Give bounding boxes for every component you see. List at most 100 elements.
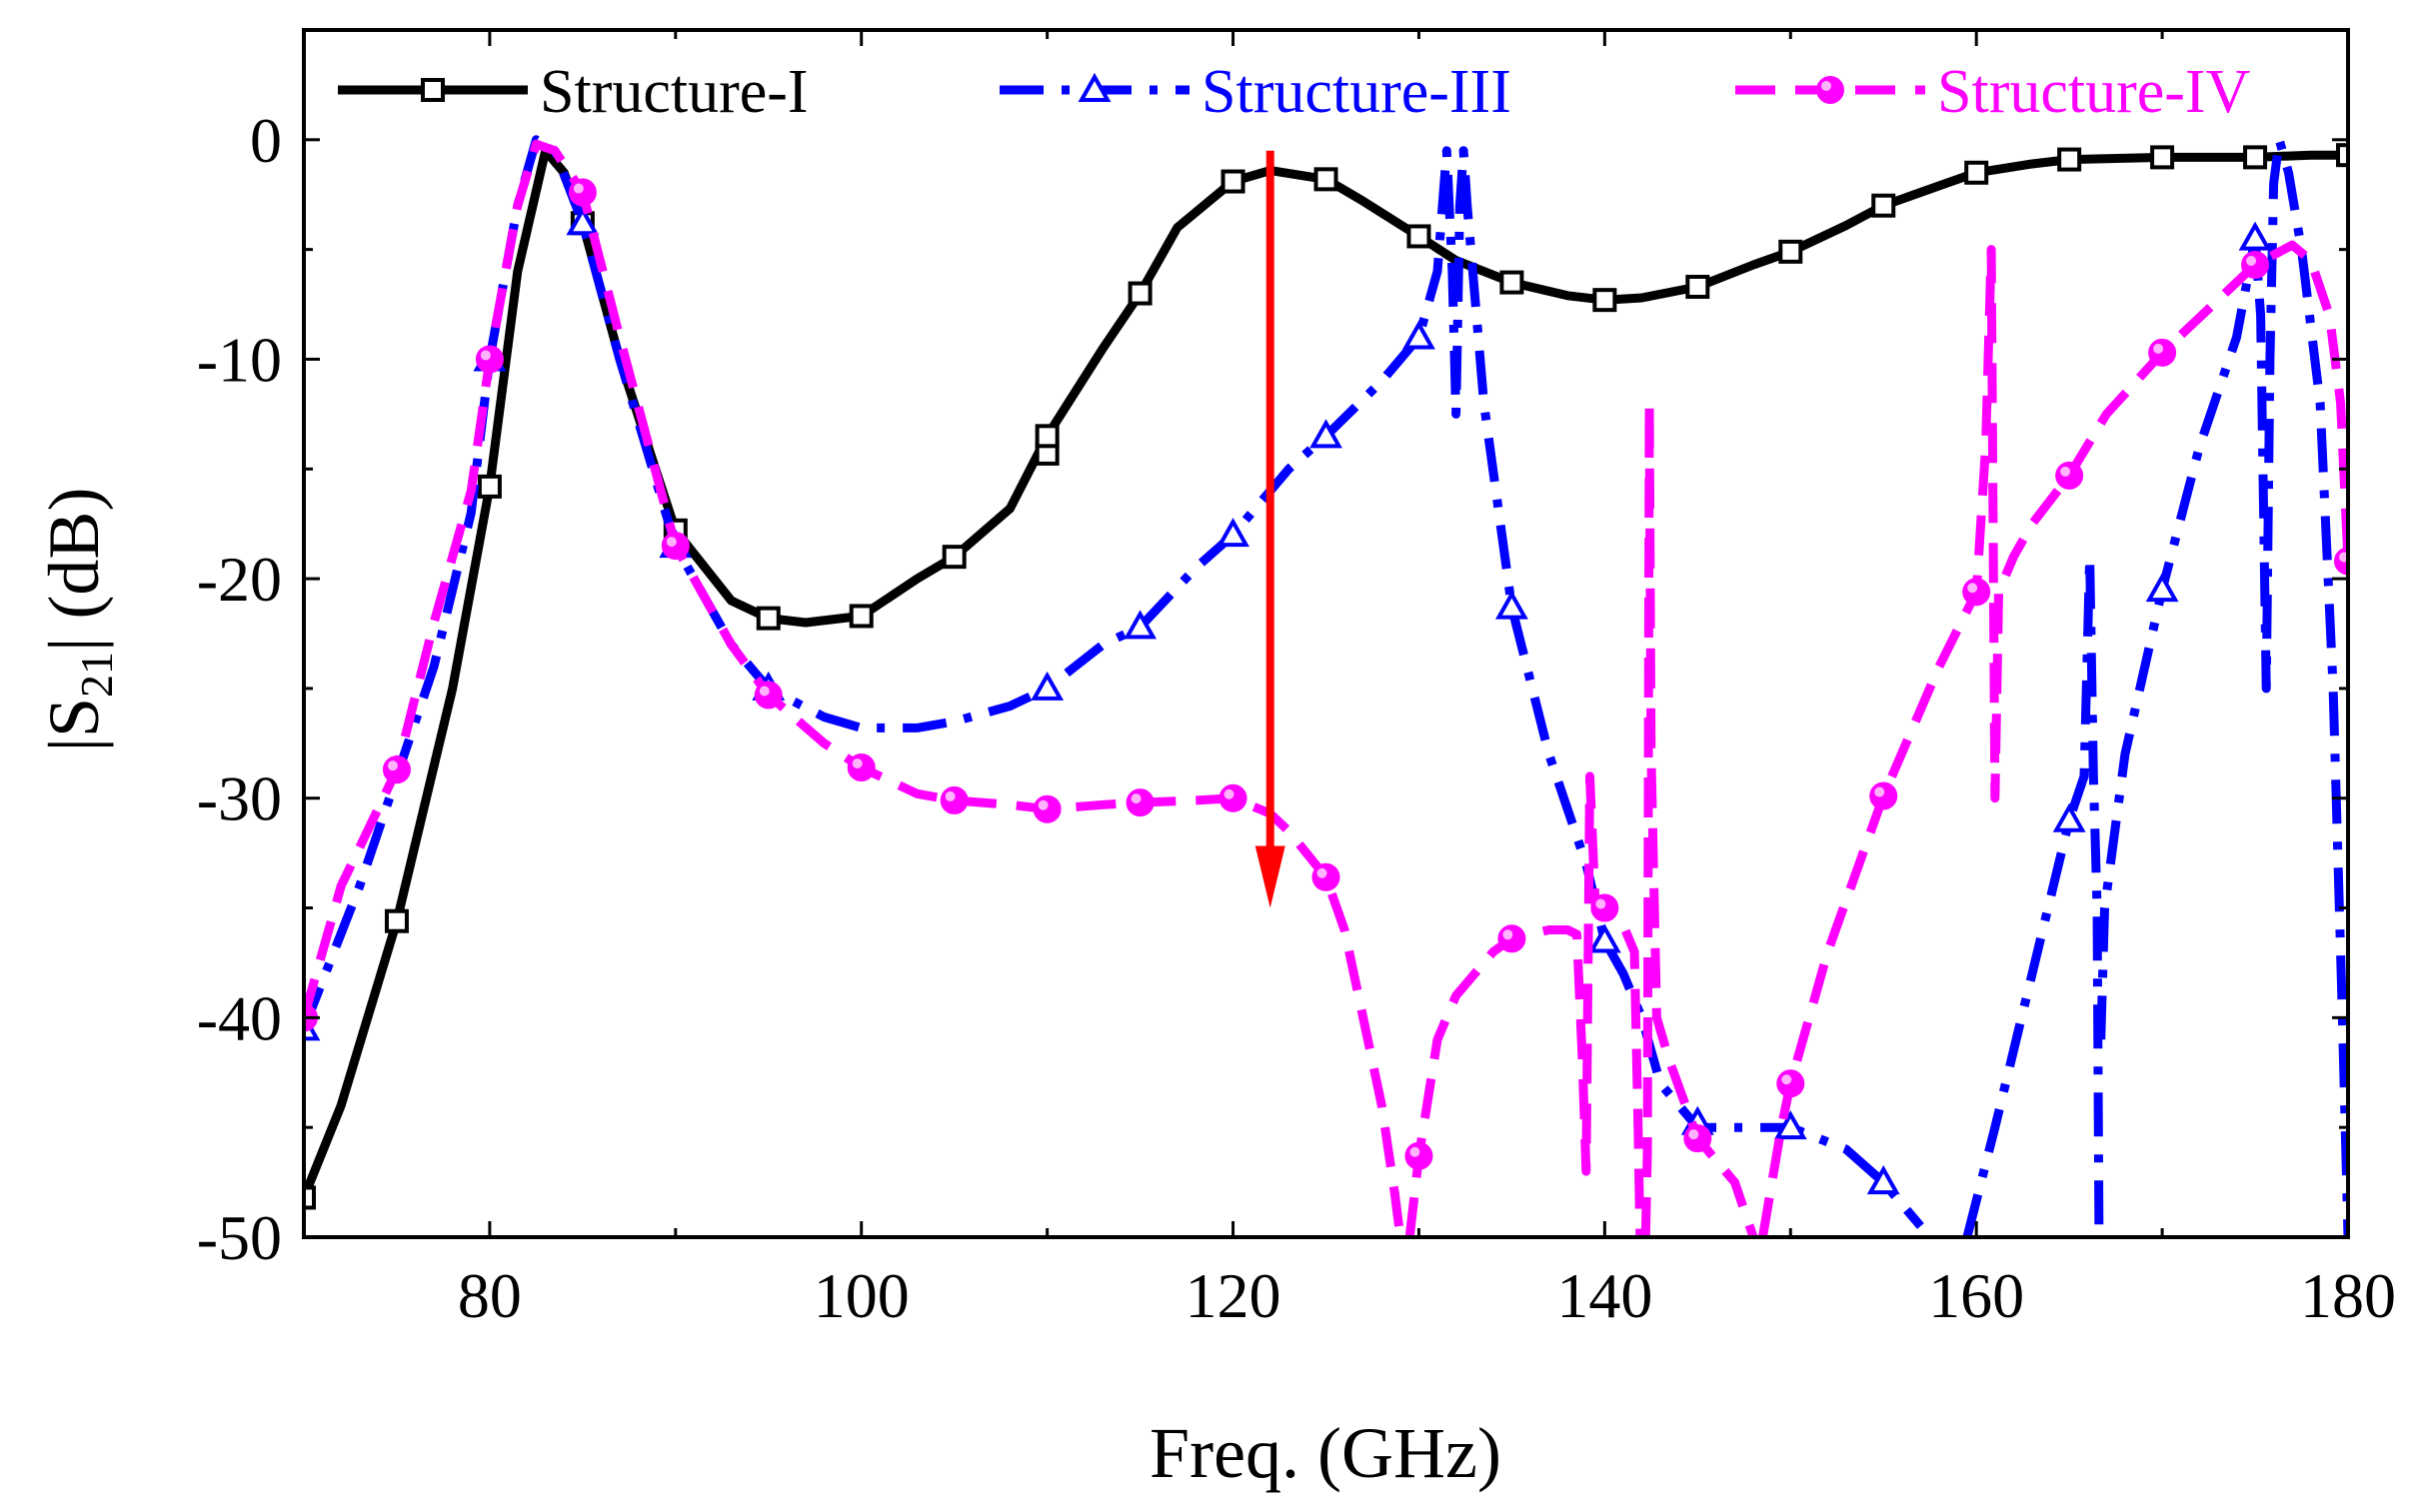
data-point [756,606,781,631]
data-point [2057,147,2082,172]
legend-swatch-marker-highlight [1821,81,1831,91]
data-point [1592,288,1617,313]
data-point [754,681,783,710]
x-tick-label: 120 [1186,1260,1281,1331]
data-point [2148,338,2177,367]
legend-swatch-marker [1078,72,1112,102]
legend-label: Structure-I [540,58,809,126]
data-point [661,532,690,561]
down-arrow [1254,150,1285,908]
legend-label: Structure-IV [1937,58,2251,126]
legend-item-structure-iv: Structure-IV [1735,58,2251,126]
data-point [1402,320,1435,350]
data-point-highlight [2246,256,2257,267]
data-point [847,753,876,781]
data-point [2055,461,2084,490]
data-point-highlight [1781,1074,1792,1085]
data-point-highlight [1502,929,1513,940]
data-point [2241,251,2270,280]
data-point [304,1185,316,1210]
legend-swatch-marker [421,78,445,102]
y-axis-title-suffix: | (dB) [34,488,114,652]
data-point [566,206,600,236]
y-axis-title: |S21| (dB) [34,488,122,753]
data-point-highlight [2060,466,2071,477]
series-structure-iii [304,135,2348,1237]
x-tick-label: 100 [814,1260,910,1331]
data-point-highlight [573,183,584,194]
legend-label: Structure-III [1202,58,1511,126]
data-point [1499,270,1524,295]
x-tick-label: 180 [2300,1260,2396,1331]
data-point [942,545,967,570]
data-point-highlight [1038,799,1049,810]
x-tick-label: 140 [1556,1260,1652,1331]
data-point-highlight [1688,1129,1699,1140]
data-point-highlight [1967,583,1978,594]
data-point [849,604,874,629]
y-tick-label: -40 [197,982,282,1053]
data-point-highlight [2153,343,2164,354]
data-point [2150,145,2175,170]
data-point-highlight [2339,552,2348,563]
series-line [304,135,1924,1229]
data-point [1406,224,1431,249]
data-point-highlight [1223,788,1234,799]
data-point [1124,610,1158,640]
x-axis-title: Freq. (GHz) [1150,1413,1501,1493]
data-point-highlight [1874,786,1885,797]
data-point [1309,419,1342,449]
legend-item-structure-iii: Structure-III [1000,58,1511,126]
data-point [1773,1110,1807,1140]
data-point [1035,424,1060,449]
y-tick-label: -50 [197,1202,282,1273]
series-line [1757,240,2348,1237]
data-point [1497,924,1526,953]
data-point [1311,862,1340,891]
arrow-head [1254,845,1285,908]
legend: Structure-I Structure-III Structure-IV [338,58,2251,126]
series-line [1962,552,2104,1237]
data-point [1590,893,1619,922]
data-point [1128,281,1153,306]
data-point [1866,1165,1900,1195]
axes-layer: 80 100 120 140 160 180 0 -10 -20 -30 -40 -50 [197,28,2396,1331]
data-point [2052,802,2086,832]
data-point [1313,167,1338,192]
series-line [2096,135,2348,1237]
legend-item-structure-i: Structure-I [338,58,809,126]
data-point-highlight [1316,867,1327,878]
x-tick-label: 160 [1928,1260,2024,1331]
data-point [1683,1124,1712,1153]
y-axis-title-main: |S [34,698,114,752]
y-tick-label: -30 [197,763,282,834]
data-point [2238,221,2272,251]
data-point-highlight [1409,1146,1420,1157]
data-point [1217,518,1249,548]
data-point-highlight [852,757,863,768]
series-layer [304,135,2348,1237]
series-line [304,139,1405,1237]
series-line [1404,771,1645,1237]
data-point-highlight [666,537,677,548]
data-point [382,756,411,784]
y-tick-label: -20 [197,544,282,615]
data-point [2145,573,2179,603]
data-point-highlight [945,790,956,801]
y-tick-label: -10 [197,324,282,395]
legend-swatch-marker [1816,76,1844,104]
data-point-highlight [759,686,770,697]
data-point [940,785,969,814]
data-point-highlight [1131,793,1142,804]
series-structure-iv [304,139,2348,1237]
data-point [384,908,409,933]
data-point [1962,578,1991,607]
data-point [475,345,504,374]
data-point-highlight [1595,898,1606,909]
data-point [1404,1141,1433,1170]
annotation-layer [1254,150,1285,908]
y-axis-title-subscript: 21 [71,652,122,698]
data-point-highlight [480,350,491,361]
data-point [1778,239,1803,264]
data-point-highlight [387,760,398,771]
